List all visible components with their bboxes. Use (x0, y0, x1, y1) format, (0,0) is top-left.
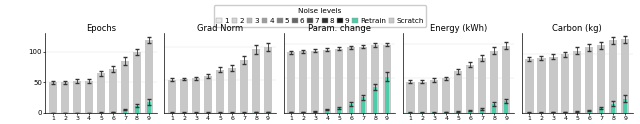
Bar (240, 60, 248, 113)
Bar (563, 112, 568, 113)
Bar (216, 70, 225, 113)
Bar (192, 78, 200, 113)
Title: Energy (kWh): Energy (kWh) (429, 24, 487, 33)
Bar (575, 112, 579, 113)
Bar (109, 69, 117, 113)
Title: Carbon (kg): Carbon (kg) (552, 24, 602, 33)
Bar (323, 50, 332, 113)
Bar (502, 46, 510, 113)
Bar (252, 49, 260, 113)
Bar (383, 45, 391, 113)
Bar (228, 68, 236, 113)
Bar (170, 112, 174, 113)
Bar (313, 111, 317, 113)
Bar (611, 104, 615, 113)
Bar (442, 78, 451, 113)
Bar (454, 71, 463, 113)
Bar (204, 76, 212, 113)
Bar (133, 52, 141, 113)
Legend: 1, 2, 3, 4, 5, 6, 7, 8, 9, Retrain, Scratch: 1, 2, 3, 4, 5, 6, 7, 8, 9, Retrain, Scra… (214, 5, 426, 27)
Bar (418, 82, 426, 113)
Bar (573, 51, 582, 113)
Bar (349, 104, 353, 113)
Bar (264, 47, 272, 113)
Bar (242, 112, 246, 113)
Bar (230, 112, 234, 113)
Bar (145, 40, 153, 113)
Bar (347, 47, 355, 113)
Bar (373, 87, 377, 113)
Bar (359, 47, 367, 113)
Bar (492, 104, 496, 113)
Bar (609, 40, 618, 113)
Bar (206, 112, 211, 113)
Bar (561, 54, 570, 113)
Bar (408, 112, 412, 113)
Bar (218, 112, 222, 113)
Bar (361, 97, 365, 113)
Bar (444, 112, 449, 113)
Bar (466, 64, 474, 113)
Bar (527, 112, 531, 113)
Bar (456, 112, 460, 113)
Bar (623, 99, 627, 113)
Bar (585, 47, 593, 113)
Bar (385, 77, 389, 113)
Bar (337, 108, 341, 113)
Bar (97, 73, 106, 113)
Bar (194, 112, 198, 113)
Bar (182, 112, 186, 113)
Bar (73, 81, 81, 113)
Bar (266, 112, 270, 113)
Bar (537, 58, 545, 113)
Bar (289, 112, 293, 113)
Bar (430, 80, 438, 113)
Bar (287, 52, 296, 113)
Bar (597, 45, 605, 113)
Bar (49, 82, 58, 113)
Bar (147, 102, 151, 113)
Bar (540, 112, 543, 113)
Bar (371, 45, 380, 113)
Bar (335, 49, 344, 113)
Bar (432, 112, 436, 113)
Bar (490, 51, 499, 113)
Title: Epochs: Epochs (86, 24, 116, 33)
Bar (420, 112, 424, 113)
Bar (135, 106, 139, 113)
Bar (621, 39, 629, 113)
Bar (85, 81, 93, 113)
Bar (299, 51, 307, 113)
Bar (121, 61, 129, 113)
Title: Param. change: Param. change (308, 24, 371, 33)
Bar (504, 101, 508, 113)
Bar (599, 108, 604, 113)
Title: Grad Norm: Grad Norm (197, 24, 243, 33)
Bar (180, 79, 188, 113)
Bar (325, 109, 330, 113)
Bar (254, 112, 258, 113)
Bar (549, 57, 557, 113)
Bar (478, 58, 486, 113)
Bar (123, 110, 127, 113)
Bar (311, 51, 319, 113)
Bar (406, 82, 415, 113)
Bar (480, 109, 484, 113)
Bar (551, 112, 556, 113)
Bar (587, 110, 591, 113)
Bar (301, 112, 305, 113)
Bar (468, 111, 472, 113)
Bar (111, 112, 115, 113)
Bar (168, 80, 177, 113)
Bar (525, 59, 534, 113)
Bar (61, 82, 69, 113)
